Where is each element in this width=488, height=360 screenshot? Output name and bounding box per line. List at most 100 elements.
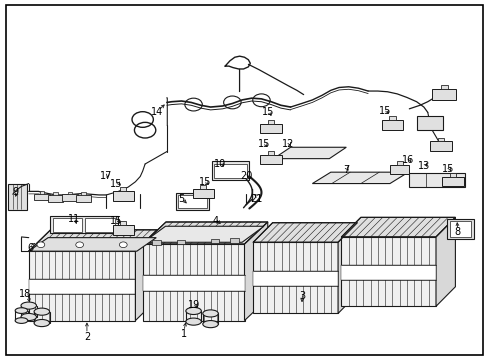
Ellipse shape	[185, 307, 201, 315]
Polygon shape	[273, 147, 346, 159]
Polygon shape	[408, 173, 464, 187]
Bar	[120, 188, 126, 191]
Polygon shape	[135, 230, 157, 320]
Bar	[449, 173, 455, 177]
Bar	[112, 191, 134, 201]
Text: 15: 15	[441, 164, 453, 174]
Bar	[440, 85, 447, 89]
Bar	[81, 192, 86, 195]
Bar	[211, 162, 249, 180]
Text: 18: 18	[19, 289, 31, 299]
Bar	[341, 237, 435, 306]
Ellipse shape	[21, 302, 37, 309]
Bar	[253, 271, 337, 287]
Bar	[84, 219, 114, 232]
Polygon shape	[312, 172, 407, 184]
Text: 2: 2	[83, 332, 90, 342]
Bar	[112, 225, 134, 234]
Text: 20: 20	[240, 171, 253, 181]
Bar	[177, 195, 206, 208]
Bar	[29, 251, 135, 320]
Ellipse shape	[34, 308, 49, 315]
Bar	[29, 279, 135, 294]
Polygon shape	[337, 223, 357, 314]
Ellipse shape	[34, 319, 49, 327]
Bar	[388, 116, 395, 120]
Text: 9: 9	[13, 188, 19, 197]
Text: 4: 4	[212, 216, 218, 226]
Bar	[416, 116, 443, 130]
Text: 12: 12	[282, 139, 294, 149]
Bar	[47, 195, 63, 202]
Text: 11: 11	[67, 214, 80, 224]
Ellipse shape	[203, 310, 218, 317]
Bar	[192, 189, 214, 198]
Bar	[40, 191, 44, 194]
Text: 15: 15	[198, 177, 210, 187]
Polygon shape	[244, 222, 267, 320]
Bar	[214, 164, 246, 178]
Polygon shape	[435, 217, 454, 306]
Bar	[253, 242, 337, 314]
Ellipse shape	[203, 320, 218, 328]
Bar	[175, 193, 208, 210]
Circle shape	[76, 242, 83, 248]
Ellipse shape	[21, 314, 37, 320]
Bar	[34, 194, 49, 201]
Text: 5: 5	[178, 194, 184, 203]
Bar	[260, 155, 281, 164]
Text: 15: 15	[378, 105, 390, 116]
Text: 6: 6	[27, 243, 33, 253]
Bar	[448, 221, 470, 237]
Bar	[62, 194, 78, 201]
Text: 15: 15	[110, 179, 122, 189]
Bar	[267, 120, 274, 124]
Bar	[210, 239, 219, 243]
Text: 17: 17	[100, 171, 112, 181]
Circle shape	[119, 242, 127, 248]
Bar	[120, 221, 126, 225]
Ellipse shape	[185, 318, 201, 325]
Bar	[389, 165, 408, 174]
Text: 19: 19	[187, 300, 199, 310]
Text: 8: 8	[454, 226, 460, 237]
Text: 7: 7	[343, 165, 349, 175]
Bar	[437, 138, 443, 141]
Bar	[442, 177, 463, 186]
Bar	[446, 219, 473, 239]
Bar	[200, 185, 206, 189]
Polygon shape	[142, 222, 267, 244]
Text: 16: 16	[402, 156, 414, 166]
Text: 3: 3	[299, 291, 305, 301]
Ellipse shape	[15, 318, 28, 323]
Bar	[396, 162, 402, 165]
Bar	[142, 275, 244, 292]
Polygon shape	[29, 230, 157, 251]
Polygon shape	[143, 226, 264, 242]
Text: 10: 10	[214, 159, 226, 169]
Bar	[176, 240, 185, 244]
Bar	[152, 240, 161, 245]
Polygon shape	[29, 238, 156, 251]
Polygon shape	[341, 217, 454, 237]
Bar	[381, 120, 402, 130]
Bar	[341, 265, 435, 280]
Bar	[429, 141, 450, 151]
Bar	[67, 192, 72, 194]
Bar	[267, 151, 274, 155]
Circle shape	[37, 242, 45, 248]
Text: 1: 1	[181, 329, 186, 339]
Bar	[49, 216, 118, 233]
Ellipse shape	[15, 308, 28, 314]
Bar	[53, 192, 58, 195]
Text: 13: 13	[417, 161, 429, 171]
Text: 14: 14	[151, 107, 163, 117]
Bar	[260, 124, 281, 133]
Bar	[431, 89, 455, 100]
Text: 15: 15	[261, 107, 273, 117]
Text: 21: 21	[250, 194, 262, 203]
Bar	[142, 244, 244, 320]
Bar	[8, 184, 27, 210]
Bar	[76, 195, 91, 202]
Bar	[52, 219, 81, 232]
